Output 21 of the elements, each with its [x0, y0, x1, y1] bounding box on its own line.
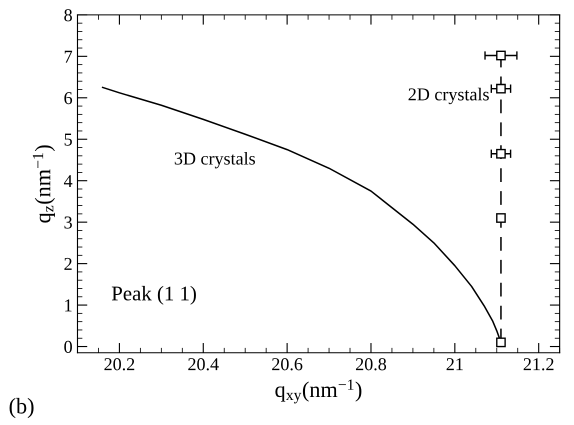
- y-tick-label: 3: [64, 216, 72, 229]
- y-tick-label: 4: [64, 175, 72, 187]
- x-axis-title: q$_{xy}$(nm$^{−1}$): [275, 380, 362, 404]
- x-tick-label: 20.6: [272, 358, 302, 370]
- text: (b): [10, 398, 34, 418]
- annotation: Peak (1 1): [112, 286, 196, 305]
- y-tick-label: 8: [64, 9, 72, 22]
- y-tick-label: 2: [64, 258, 72, 270]
- y-tick-label: 1: [65, 299, 72, 312]
- y-tick-label: 7: [64, 50, 72, 63]
- annotation: 2D crystals: [408, 88, 489, 104]
- x-tick-label: 20.2: [104, 358, 134, 370]
- y-tick-label: 5: [64, 134, 72, 146]
- x-tick-label: 21.2: [524, 358, 554, 370]
- annotation: 3D crystals: [174, 152, 256, 168]
- y-tick-label: 6: [64, 92, 72, 104]
- x-tick-label: 20.8: [356, 358, 386, 370]
- y-tick-label: 0: [64, 340, 72, 353]
- x-tick-label: 20.4: [188, 358, 219, 370]
- x-tick-label: 21: [446, 358, 463, 370]
- y-axis-title: q$_{z}$(nm$^{−1}$): [32, 145, 55, 223]
